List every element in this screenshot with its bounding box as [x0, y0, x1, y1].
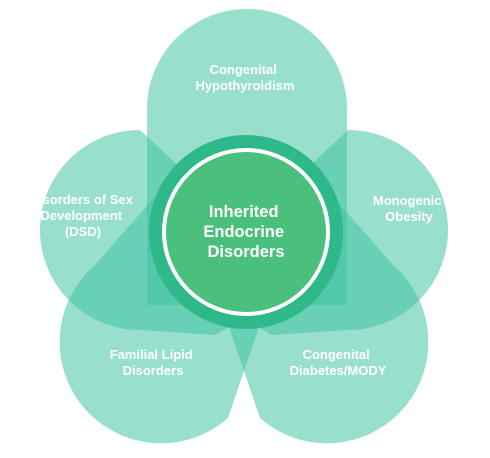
- petal-left-label-line-3: (DSD): [65, 224, 101, 239]
- petal-bottom-right-label: Congenital Diabetes/MODY: [290, 347, 387, 378]
- petal-right-label-line-1: Monogenic: [373, 193, 442, 208]
- petal-left-label-line-2: Development: [40, 208, 122, 223]
- petal-bottom-left-label: Familial Lipid Disorders: [110, 347, 197, 378]
- petal-top-label: Congenital Hypothyroidism: [196, 62, 295, 93]
- center-label-line-3: Disorders: [207, 243, 284, 261]
- petal-left-label: Disorders of Sex Development (DSD): [30, 192, 137, 239]
- center-label-line-1: Inherited: [209, 203, 279, 221]
- petal-bottom-left-label-line-2: Disorders: [123, 363, 184, 378]
- center-label: Inherited Endocrine Disorders: [203, 203, 288, 261]
- petal-left-label-line-1: Disorders of Sex: [30, 192, 134, 207]
- center-label-line-2: Endocrine: [203, 223, 284, 241]
- petal-right-label: Monogenic Obesity: [373, 193, 445, 224]
- center-circle: [162, 148, 330, 316]
- petal-bottom-right-label-line-1: Congenital: [303, 347, 370, 362]
- petal-top-label-line-2: Hypothyroidism: [196, 78, 295, 93]
- petal-right-label-line-2: Obesity: [385, 209, 433, 224]
- petal-top-label-line-1: Congenital: [210, 62, 277, 77]
- petal-bottom-right-label-line-2: Diabetes/MODY: [290, 363, 387, 378]
- petal-bottom-left-label-line-1: Familial Lipid: [110, 347, 193, 362]
